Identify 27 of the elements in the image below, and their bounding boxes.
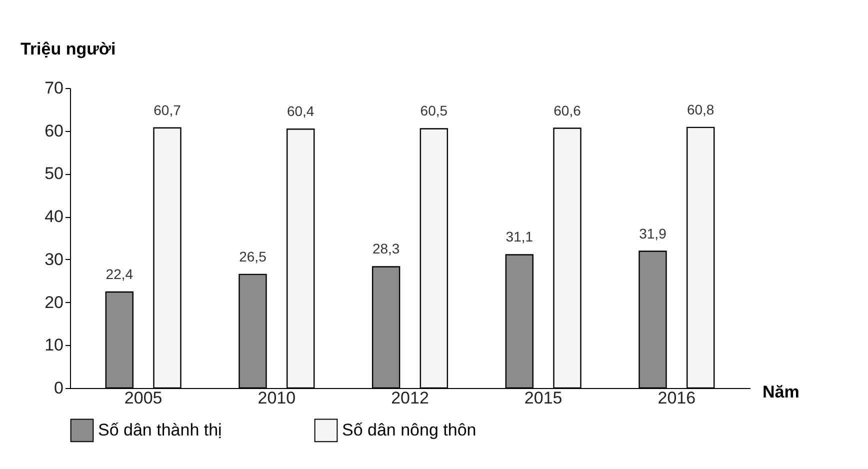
data-label: 31,1 bbox=[506, 228, 534, 245]
data-label: 60,7 bbox=[154, 102, 182, 118]
data-label: 22,4 bbox=[106, 266, 134, 282]
data-label: 60,5 bbox=[420, 102, 448, 119]
data-label: 60,4 bbox=[286, 103, 314, 120]
x-tick-label: 2005 bbox=[124, 388, 162, 408]
x-tick-label: 2010 bbox=[258, 388, 296, 408]
data-label: 28,3 bbox=[372, 240, 400, 257]
y-axis-title: Triệu người bbox=[20, 40, 116, 58]
y-tick-label: 40 bbox=[44, 207, 64, 226]
data-label: 26,5 bbox=[239, 248, 267, 264]
y-tick-label: 10 bbox=[44, 336, 64, 355]
data-label: 31,9 bbox=[639, 225, 667, 242]
x-tick-label: 2016 bbox=[658, 388, 696, 408]
y-tick-label: 0 bbox=[54, 378, 64, 398]
y-tick-label: 50 bbox=[44, 164, 64, 184]
data-label: 60,8 bbox=[686, 101, 714, 118]
legend-label: Số dân thành thị bbox=[98, 420, 222, 440]
data-label: 60,6 bbox=[554, 102, 582, 118]
legend-label: Số dân nông thôn bbox=[342, 420, 476, 440]
x-axis-title: Năm bbox=[762, 382, 800, 402]
y-tick-label: 30 bbox=[44, 250, 64, 269]
y-tick-label: 60 bbox=[44, 121, 64, 140]
y-tick-label: 70 bbox=[44, 78, 64, 98]
x-tick-label: 2012 bbox=[391, 388, 429, 408]
y-tick-label: 20 bbox=[44, 292, 64, 312]
x-tick-label: 2015 bbox=[524, 388, 562, 408]
